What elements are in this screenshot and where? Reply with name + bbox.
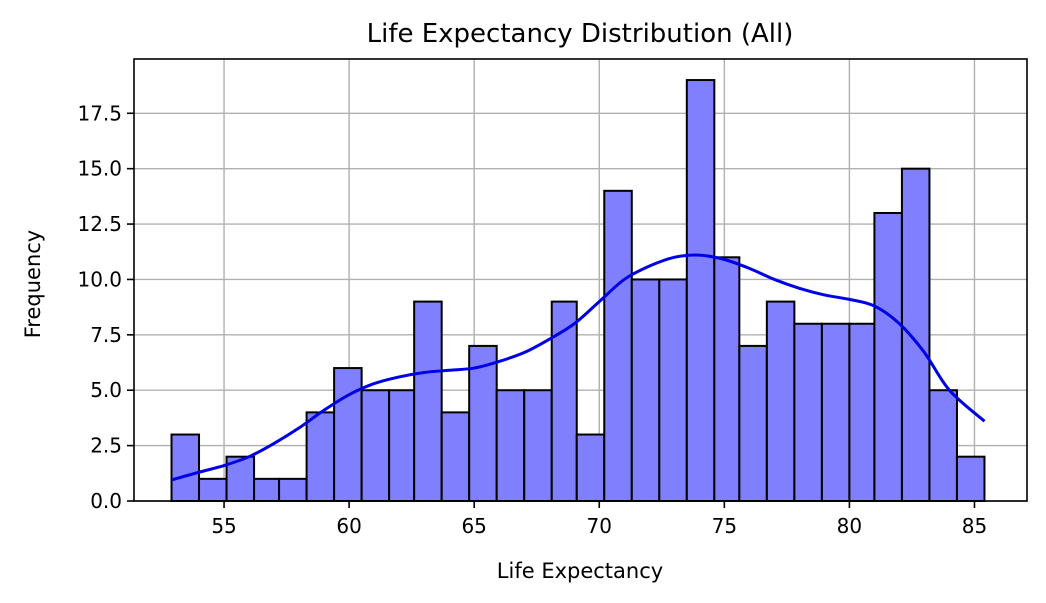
histogram-bar <box>848 322 876 502</box>
histogram-bar <box>873 211 903 502</box>
histogram-bar <box>440 411 471 502</box>
x-tick-label: 55 <box>211 514 236 538</box>
histogram-bar <box>523 389 553 502</box>
y-tick-label: 7.5 <box>90 323 122 347</box>
chart-title: Life Expectancy Distribution (All) <box>367 19 794 49</box>
histogram-bar <box>253 477 281 502</box>
histogram-bar <box>630 278 661 502</box>
x-tick-label: 85 <box>962 514 987 538</box>
x-tick-label: 65 <box>461 514 486 538</box>
x-tick-label: 60 <box>336 514 361 538</box>
histogram-bar <box>198 477 228 502</box>
x-tick-label: 80 <box>837 514 862 538</box>
y-tick-label: 5.0 <box>90 378 122 402</box>
histogram-bar <box>765 300 796 502</box>
histogram-bar <box>928 389 958 502</box>
histogram-bar <box>388 389 416 502</box>
y-tick-label: 17.5 <box>77 101 122 125</box>
histogram-bar <box>413 300 443 502</box>
histogram-bar <box>305 411 336 502</box>
histogram-bar <box>713 256 741 503</box>
x-tick-label: 70 <box>587 514 612 538</box>
histogram-bar <box>333 367 363 502</box>
y-tick-label: 0.0 <box>90 489 122 513</box>
histogram-bars <box>170 79 986 503</box>
histogram-bar <box>495 389 526 502</box>
histogram-bar <box>900 167 931 503</box>
histogram-bar <box>820 322 851 502</box>
histogram-bar <box>170 433 201 503</box>
histogram-bar <box>793 322 823 502</box>
x-axis-title: Life Expectancy <box>497 559 663 583</box>
y-tick-label: 15.0 <box>77 157 122 181</box>
histogram-bar <box>658 278 688 502</box>
y-axis-ticks: 0.0 2.5 5.0 7.5 10.0 12.5 15.0 17.5 <box>77 101 134 513</box>
histogram-bar <box>603 189 633 502</box>
y-axis-title: Frequency <box>21 230 45 339</box>
y-tick-label: 10.0 <box>77 267 122 291</box>
histogram-bar <box>278 477 308 502</box>
y-tick-label: 2.5 <box>90 434 122 458</box>
histogram-bar <box>360 389 391 502</box>
histogram-bar <box>738 344 768 503</box>
histogram-bar <box>955 455 986 502</box>
x-tick-label: 75 <box>712 514 737 538</box>
histogram-bar <box>575 433 606 503</box>
x-axis-ticks: 55 60 65 70 75 80 85 <box>211 501 987 538</box>
kde-line <box>171 253 986 482</box>
y-tick-label: 12.5 <box>77 212 122 236</box>
kde-curve-group <box>171 253 986 482</box>
histogram-bar <box>685 79 716 503</box>
